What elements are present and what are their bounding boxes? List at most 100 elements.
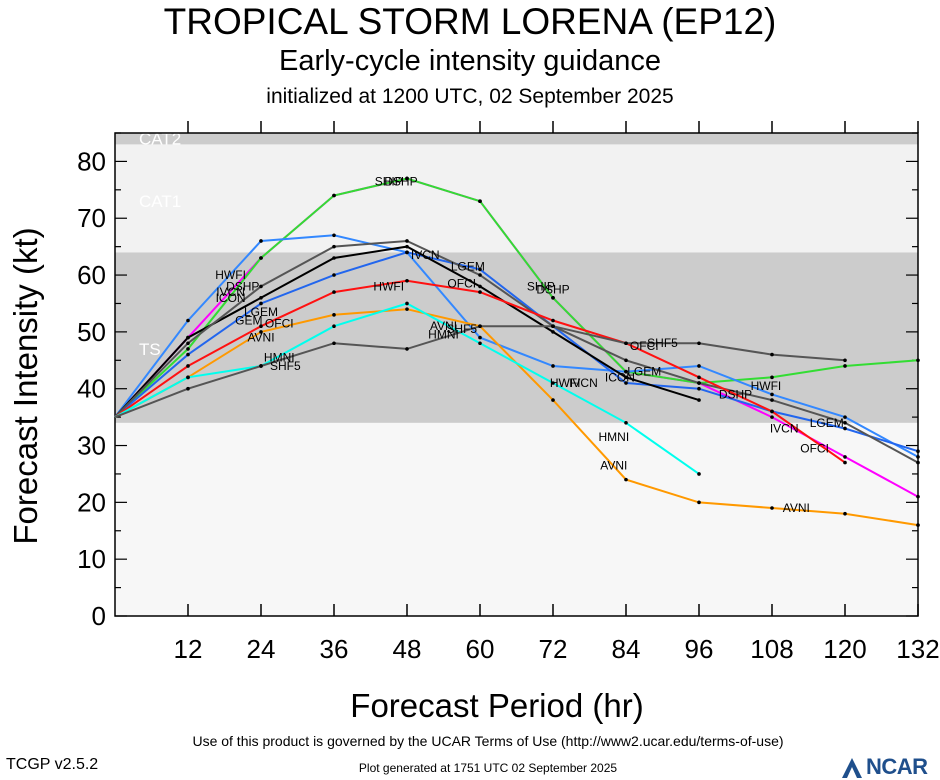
data-point-shf5 [843,358,847,363]
series-label-ship: SHIP [375,174,403,188]
band-label-cat1: CAT1 [139,192,181,211]
band-label-ts: TS [139,340,161,359]
series-label-hwfi: HWFI [373,279,404,293]
data-point-dshp [770,375,774,380]
series-label-hmni: HMNI [428,328,459,342]
data-point-ivcn [770,398,774,402]
data-point-avni [624,477,628,482]
series-line-lgem [114,251,919,453]
data-point-hmni [624,421,628,425]
y-tick-label: 20 [77,487,106,517]
data-point-avni [551,398,555,402]
data-point-icon [259,295,263,300]
x-tick-label: 60 [466,634,495,664]
data-point-lgem [624,381,628,385]
data-point-ivcn [332,244,336,249]
data-point-dshp [916,358,920,363]
data-point-shf5 [551,324,555,329]
x-axis-label: Forecast Period (hr) [350,687,644,724]
band-cat1 [115,144,918,253]
series-label-avni: AVNI [430,319,457,333]
data-point-hmni [697,472,701,476]
data-point-hmni [551,381,555,385]
data-point-lgem [186,352,190,357]
series-label-ivcn: IVCN [216,285,245,299]
series-label-avni: AVNI [600,458,627,472]
series-label-lgem: LGEM [627,365,661,379]
series-label-shf5: SHF5 [647,336,678,350]
data-point-shf5 [624,341,628,346]
series-label-hmni: HMNI [264,350,295,364]
data-point-avni [843,511,847,516]
plot-frame [114,132,919,617]
data-point-hwfi [770,392,774,397]
data-point-icon [186,335,190,340]
terms-of-use-text: Use of this product is governed by the U… [192,733,784,749]
data-point-hmni [478,341,482,346]
data-point-ivcn [624,358,628,363]
series-label-hwfi: HWFI [215,268,246,282]
series-label-hmni: HMNI [598,430,629,444]
series-label-hwfi: HWFI [550,376,581,390]
data-point-ivcn [186,341,190,346]
data-point-ofci [405,278,409,283]
series-label-dshp: DSHP [384,174,417,188]
data-point-shf5 [186,386,190,391]
data-point-hwfi [186,318,190,323]
data-point-ofci [186,364,190,368]
series-label-lgem: LGEM [451,260,485,274]
data-point-icon [332,256,336,260]
series-label-ofci: OFCI [447,277,476,291]
data-point-ofci [478,290,482,294]
data-point-ofci [770,409,774,414]
data-point-lgem [332,273,336,277]
data-point-ivcn [843,421,847,425]
y-tick-label: 80 [77,146,106,176]
data-point-hwfi [624,369,628,374]
x-tick-label: 108 [750,634,793,664]
band-ts [115,252,918,423]
data-point-hwfi [259,239,263,243]
data-point-lgem [697,386,701,391]
data-point-hmni [405,301,409,306]
data-point-avni [259,330,263,334]
x-tick-label: 84 [612,634,641,664]
data-point-ship [770,415,774,419]
ncar-logo-icon [842,758,862,778]
data-point-lgem [843,426,847,431]
series-label-gem: GEM [235,314,262,328]
series-label-ofci: OFCI [630,339,659,353]
ncar-logo: NCAR [838,754,938,780]
series-line-dshp [114,177,919,418]
series-label-ofci: OFCI [800,441,829,455]
data-point-dshp [405,176,409,181]
data-point-ofci [697,375,701,380]
y-axis-label: Forecast Intensity (kt) [7,227,44,545]
series-label-icon: ICON [216,291,246,305]
band-cat2 [115,133,918,145]
y-tick-label: 10 [77,544,106,574]
series-label-ship: SHIP [527,279,555,293]
series-label-lgem: LGEM [244,305,278,319]
x-tick-label: 96 [685,634,714,664]
generated-time: Plot generated at 1751 UTC 02 September … [358,761,618,775]
data-point-hwfi [843,415,847,419]
data-point-ship [916,494,920,499]
data-point-icon [551,330,555,334]
data-point-shf5 [770,352,774,357]
ncar-logo-text: NCAR [866,754,928,779]
data-point-icon [697,398,701,402]
x-tick-label: 24 [247,634,276,664]
x-tick-label: 48 [393,634,422,664]
series-label-lgem: LGEM [810,416,844,430]
data-point-dshp [843,364,847,368]
series-label-shf5: SHF5 [270,359,301,373]
data-point-dshp [478,199,482,203]
data-point-hwfi [916,455,920,459]
data-point-shf5 [405,347,409,351]
data-point-hwfi [478,335,482,340]
series-label-ivcn: IVCN [411,248,440,262]
data-point-avni [697,500,701,505]
x-tick-label: 36 [320,634,349,664]
data-point-hwfi [551,364,555,368]
